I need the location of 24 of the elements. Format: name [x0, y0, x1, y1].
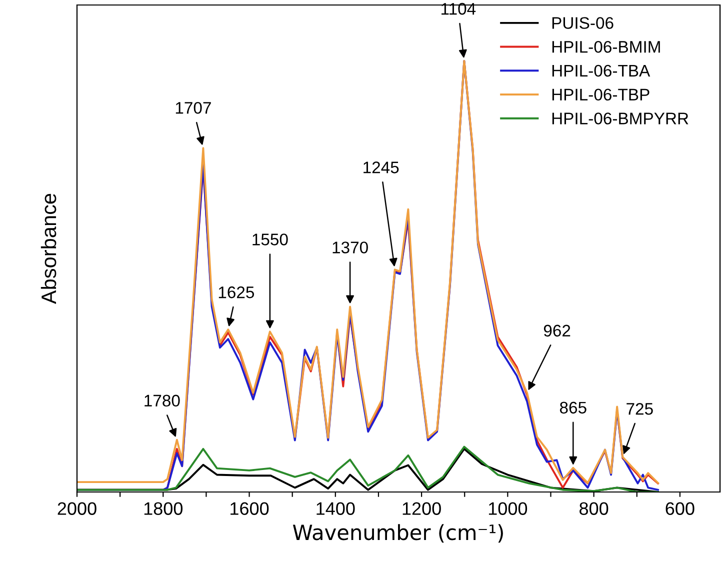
y-axis-title: Absorbance	[40, 194, 56, 304]
x-tick-label: 1600	[230, 502, 269, 515]
annotation: 725	[626, 402, 653, 415]
x-tick-label: 1000	[488, 502, 528, 515]
legend-label: HPIL-06-BMIM	[552, 40, 660, 53]
legend-label: HPIL-06-BMPYRR	[552, 112, 688, 124]
annotation: 1370	[332, 242, 368, 254]
x-tick-label: 1200	[402, 502, 441, 515]
legend-label: HPIL-06-TBP	[552, 88, 650, 101]
x-tick-label: 2000	[58, 502, 96, 515]
legend-label: HPIL-06-TBA	[552, 64, 650, 77]
x-axis-title: Wavenumber (cm⁻¹)	[292, 524, 503, 543]
x-tick-label: 1800	[144, 502, 183, 515]
annotation: 1707	[176, 102, 211, 114]
legend-label: PUIS-06	[552, 17, 614, 29]
annotation: 1550	[252, 234, 288, 246]
x-tick-label: 1400	[316, 502, 355, 515]
annotation: 962	[544, 324, 570, 337]
x-tick-label: 600	[666, 502, 694, 515]
annotation: 865	[560, 402, 586, 414]
x-tick-label: 800	[580, 502, 608, 515]
annotation: 1245	[364, 162, 399, 174]
annotation: 1625	[218, 286, 254, 298]
annotation: 1780	[144, 394, 180, 407]
